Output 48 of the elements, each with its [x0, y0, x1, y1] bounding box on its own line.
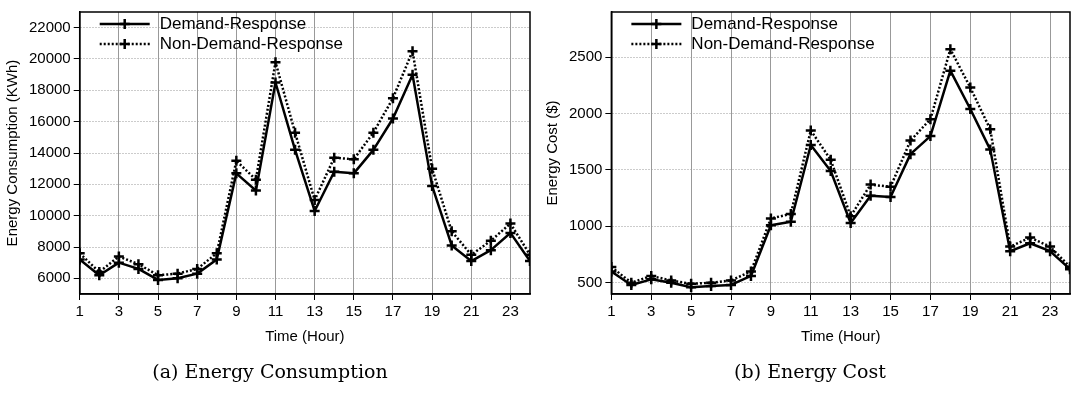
y-tick-label: 2000 [568, 103, 603, 121]
x-tick-label: 21 [462, 302, 480, 320]
y-tick-label: 500 [577, 272, 603, 290]
x-tick-label: 1 [75, 302, 84, 320]
text: (b) Energy Cost [733, 360, 887, 382]
legend-label: Demand-Response [691, 13, 838, 33]
y-tick-label: 6000 [37, 268, 71, 286]
text: (a) Energy Consumption [151, 360, 389, 382]
legend-label: Non-Demand-Response [159, 33, 344, 53]
y-tick-label: 1500 [568, 160, 603, 178]
x-tick-label: 19 [423, 302, 441, 320]
x-tick-label: 15 [882, 302, 899, 320]
x-tick-label: 3 [647, 302, 656, 320]
y-tick-label: 1000 [568, 216, 603, 234]
x-tick-label: 19 [961, 302, 979, 320]
y-tick-label: 2500 [568, 47, 603, 65]
x-tick-label: 15 [345, 302, 363, 320]
x-tick-label: 5 [153, 302, 163, 320]
y-axis-title: Energy Consumption (KWh) [3, 59, 21, 247]
y-tick-label: 16000 [28, 111, 71, 129]
legend-label: Non-Demand-Response [691, 33, 875, 53]
y-tick-label: 18000 [28, 80, 71, 98]
x-tick-label: 23 [502, 302, 519, 320]
y-tick-label: 12000 [28, 174, 71, 192]
x-tick-label: 7 [726, 302, 736, 320]
x-tick-label: 11 [802, 302, 819, 320]
y-tick-label: 20000 [28, 49, 71, 67]
x-tick-label: 13 [842, 302, 859, 320]
x-tick-label: 1 [607, 302, 616, 320]
y-tick-label: 10000 [28, 205, 71, 223]
x-tick-label: 5 [686, 302, 696, 320]
y-axis-title: Energy Cost ($) [543, 100, 561, 206]
y-tick-label: 14000 [28, 143, 71, 161]
legend-label: Demand-Response [159, 13, 307, 33]
x-tick-label: 9 [232, 302, 241, 320]
x-tick-label: 13 [306, 302, 323, 320]
x-tick-label: 17 [384, 302, 402, 320]
x-axis-title: Time (Hour) [800, 327, 881, 345]
x-tick-label: 7 [193, 302, 202, 320]
x-tick-label: 23 [1041, 302, 1059, 320]
y-tick-label: 22000 [28, 17, 71, 35]
y-tick-label: 8000 [37, 237, 71, 255]
x-tick-label: 9 [766, 302, 776, 320]
x-axis-title: Time (Hour) [265, 327, 345, 345]
x-tick-label: 21 [1001, 302, 1019, 320]
x-tick-label: 3 [114, 302, 124, 320]
x-tick-label: 11 [267, 302, 284, 320]
x-tick-label: 17 [922, 302, 939, 320]
